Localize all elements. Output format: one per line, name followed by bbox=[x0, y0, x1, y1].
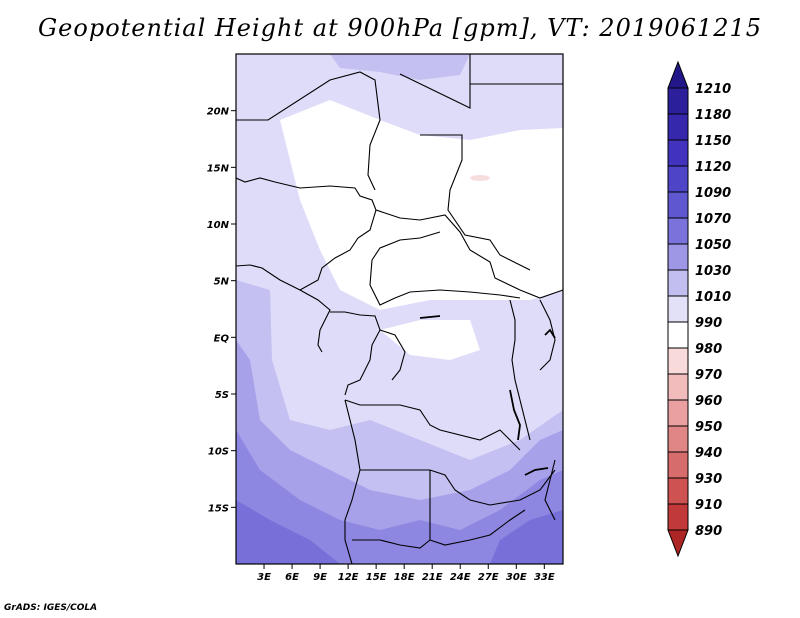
lon-tick-label: 3E bbox=[257, 572, 271, 583]
colorbar-level-label: 1120 bbox=[695, 160, 731, 175]
height-band-1010 bbox=[280, 100, 563, 310]
colorbar-segment bbox=[667, 347, 689, 375]
lon-tick-label: 9E bbox=[313, 572, 327, 583]
colorbar-segment bbox=[667, 321, 689, 349]
colorbar-segment bbox=[667, 87, 689, 115]
colorbar-level-label: 940 bbox=[695, 446, 722, 461]
credit-label: GrADS: IGES/COLA bbox=[4, 603, 98, 613]
lat-tick-label: EQ bbox=[214, 333, 230, 344]
colorbar-segment bbox=[667, 217, 689, 245]
colorbar-segment bbox=[667, 503, 689, 531]
lon-tick-label: 24E bbox=[450, 572, 471, 583]
colorbar-level-label: 1210 bbox=[695, 82, 731, 97]
colorbar-segment bbox=[667, 399, 689, 427]
lon-tick-label: 12E bbox=[338, 572, 359, 583]
lon-tick-label: 18E bbox=[394, 572, 415, 583]
lat-tick-label: 10N bbox=[207, 220, 230, 231]
colorbar-level-label: 1090 bbox=[695, 186, 731, 201]
colorbar-segment bbox=[667, 477, 689, 505]
colorbar-segment bbox=[667, 451, 689, 479]
colorbar-level-label: 890 bbox=[695, 524, 722, 539]
colorbar-segment bbox=[667, 139, 689, 167]
colorbar-segment bbox=[667, 191, 689, 219]
colorbar-level-label: 1030 bbox=[695, 264, 731, 279]
colorbar-level-label: 990 bbox=[695, 316, 722, 331]
low-height-patch bbox=[470, 175, 490, 181]
map-title: Geopotential Height at 900hPa [gpm], VT:… bbox=[38, 14, 762, 42]
lon-tick-label: 6E bbox=[285, 572, 299, 583]
colorbar: 1210 1180 1150 1120 1090 1070 1050 1030 1010 990 9… bbox=[667, 60, 731, 558]
lon-tick-label: 27E bbox=[478, 572, 499, 583]
colorbar-level-label: 1070 bbox=[695, 212, 731, 227]
colorbar-segment bbox=[667, 165, 689, 193]
colorbar-level-label: 1150 bbox=[695, 134, 731, 149]
height-band-1090 bbox=[236, 430, 563, 564]
colorbar-level-label: 950 bbox=[695, 420, 722, 435]
colorbar-segment bbox=[667, 425, 689, 453]
height-band-1070 bbox=[236, 340, 563, 564]
lon-tick-label: 30E bbox=[506, 572, 527, 583]
colorbar-level-label: 910 bbox=[695, 498, 722, 513]
colorbar-level-label: 1010 bbox=[695, 290, 731, 305]
colorbar-segment bbox=[667, 295, 689, 323]
map-frame bbox=[235, 53, 564, 565]
lat-tick-label: 5S bbox=[215, 390, 229, 401]
colorbar-level-label: 1180 bbox=[695, 108, 731, 123]
lon-tick-label: 15E bbox=[366, 572, 387, 583]
lat-axis: 20N 15N 10N 5N EQ 5S 10S 15S bbox=[207, 107, 236, 514]
country-borders bbox=[235, 54, 564, 565]
lat-tick-label: 15N bbox=[207, 163, 230, 174]
colorbar-segment bbox=[667, 269, 689, 297]
colorbar-level-label: 1050 bbox=[695, 238, 731, 253]
colorbar-level-label: 970 bbox=[695, 368, 722, 383]
colorbar-segment bbox=[667, 373, 689, 401]
lat-tick-label: 20N bbox=[207, 107, 230, 118]
lon-axis: 3E 6E 9E 12E 15E 18E 21E 24E 27E 30E 33E bbox=[257, 564, 555, 583]
colorbar-level-label: 960 bbox=[695, 394, 722, 409]
colorbar-level-label: 930 bbox=[695, 472, 722, 487]
lon-tick-label: 33E bbox=[534, 572, 555, 583]
colorbar-bottom-arrow bbox=[667, 529, 689, 558]
colorbar-segment bbox=[667, 243, 689, 271]
lakes bbox=[419, 315, 556, 476]
colorbar-level-label: 980 bbox=[695, 342, 722, 357]
lat-tick-label: 10S bbox=[208, 447, 229, 458]
map-panel: 20N 15N 10N 5N EQ 5S 10S 15S 3E 6E 9E 12E 15E 18E 21E… bbox=[207, 53, 564, 583]
lat-tick-label: 15S bbox=[208, 503, 229, 514]
lat-tick-label: 5N bbox=[214, 277, 230, 288]
colorbar-top-arrow bbox=[667, 60, 689, 89]
colorbar-segment bbox=[667, 113, 689, 141]
lon-tick-label: 21E bbox=[422, 572, 443, 583]
